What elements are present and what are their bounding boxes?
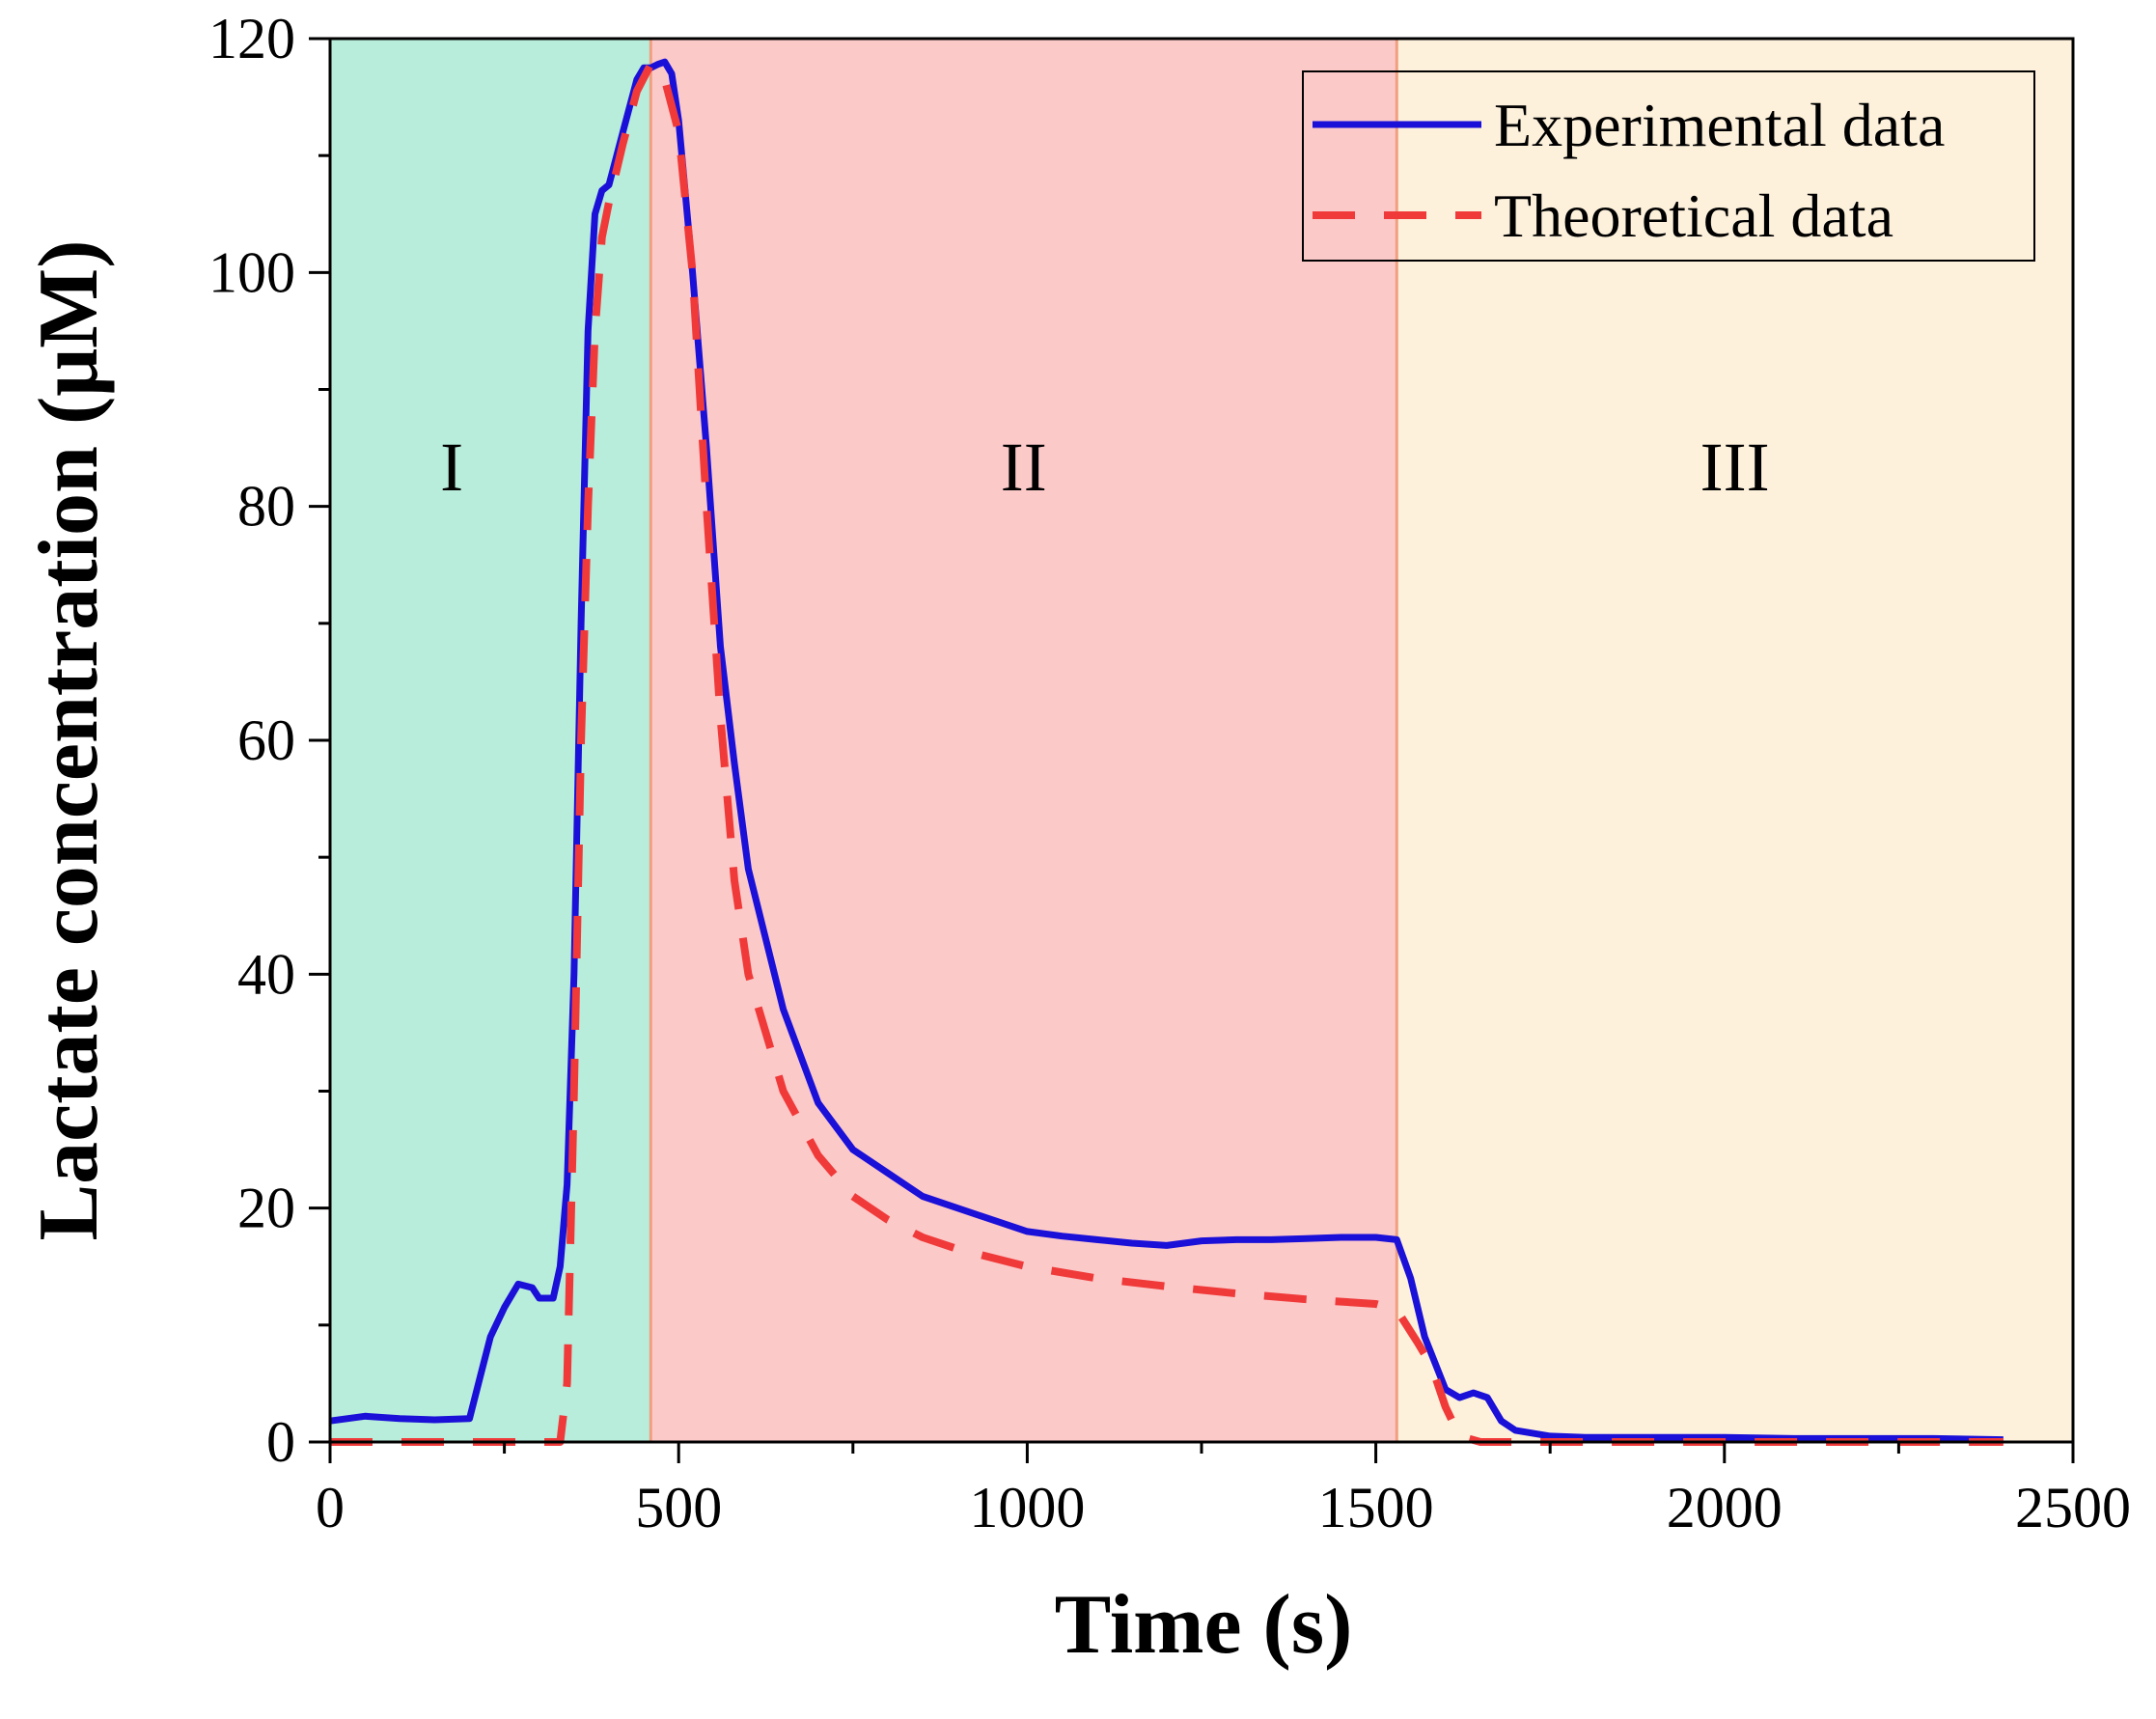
y-axis-title: Lactate concentration (μM): [22, 239, 116, 1240]
region-III: [1396, 39, 2073, 1442]
legend-box: [1302, 70, 2035, 262]
axis-ticks: [309, 37, 2075, 1463]
x-tick-label: 2500: [2015, 1476, 2131, 1539]
x-tick-label: 0: [316, 1476, 345, 1539]
series-line-experimental: [329, 58, 2004, 1444]
y-tick-label: 40: [237, 942, 295, 1006]
y-tick-label: 60: [237, 708, 295, 772]
x-tick-label: 500: [635, 1476, 722, 1539]
y-tick-label: 80: [237, 475, 295, 539]
region-label-III: III: [1700, 429, 1770, 506]
axis-tick-labels: 0 500 1000 1500 2000 2500 0 20 40 60 80 100 120: [208, 7, 2131, 1539]
region-II: [650, 39, 1397, 1442]
series-line-theoretical: [330, 60, 2004, 1446]
legend: Experimental data Theoretical data: [1302, 70, 2035, 262]
region-label-II: II: [1001, 429, 1047, 506]
x-axis-title: Time (s): [1055, 1578, 1353, 1672]
x-tick-label: 1500: [1318, 1476, 1434, 1539]
y-tick-label: 0: [266, 1410, 295, 1474]
region-I: [330, 39, 651, 1442]
legend-label-experimental: Experimental data: [1494, 91, 1945, 159]
background-regions: [330, 39, 2073, 1442]
x-tick-label: 1000: [969, 1476, 1085, 1539]
legend-label-theoretical: Theoretical data: [1494, 181, 1893, 250]
y-tick-label: 100: [208, 240, 295, 304]
data-series: [329, 58, 2004, 1446]
region-labels: I II III: [440, 429, 1769, 506]
y-tick-label: 120: [208, 7, 295, 70]
region-label-I: I: [440, 429, 463, 506]
y-tick-label: 20: [237, 1177, 295, 1240]
x-tick-label: 2000: [1667, 1476, 1783, 1539]
